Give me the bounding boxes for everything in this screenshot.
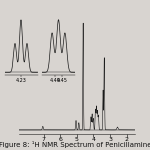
Text: Figure 8: ¹H NMR Spectrum of Penicillamine: Figure 8: ¹H NMR Spectrum of Penicillami… [0, 141, 150, 148]
